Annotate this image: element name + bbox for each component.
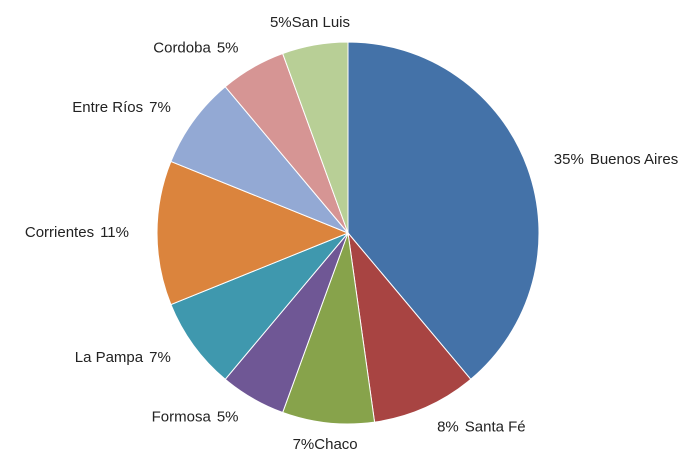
pie-slice [282, 232, 376, 425]
slice-label: 35% Buenos Aires [554, 151, 678, 168]
slice-label: 5%San Luis [270, 14, 350, 31]
category-name: Corrientes [25, 224, 94, 241]
value-label: 5% [270, 14, 292, 31]
value-label: 11% [100, 224, 129, 241]
slice-label: Cordoba 5% [153, 40, 238, 57]
value-label: 5% [217, 408, 239, 425]
category-name: Formosa [152, 408, 212, 425]
pie-slice [156, 160, 350, 306]
pie-slice [282, 41, 349, 234]
value-label: 7% [149, 99, 171, 116]
pie-slice [347, 231, 472, 423]
pie-slice [347, 41, 540, 381]
category-name: Cordoba [153, 40, 211, 57]
category-name: San Luis [292, 14, 350, 31]
slice-label: Entre Ríos 7% [72, 99, 171, 116]
pie-slice [170, 85, 349, 234]
value-label: 7% [293, 436, 315, 453]
slice-label: 7%Chaco [293, 436, 358, 453]
slice-label: La Pampa 7% [75, 349, 171, 366]
value-label: 5% [217, 40, 239, 57]
category-name: Santa Fé [465, 419, 526, 436]
category-name: Entre Ríos [72, 99, 143, 116]
value-label: 35% [554, 151, 584, 168]
slice-label: Formosa 5% [152, 408, 239, 425]
pie-slice [170, 232, 349, 381]
value-label: 8% [437, 419, 459, 436]
slice-label: Corrientes 11% [25, 224, 129, 241]
category-name: La Pampa [75, 349, 144, 366]
value-label: 7% [149, 349, 171, 366]
category-name: Buenos Aires [590, 151, 678, 168]
slice-label: 8% Santa Fé [437, 419, 526, 436]
category-name: Chaco [314, 436, 357, 453]
